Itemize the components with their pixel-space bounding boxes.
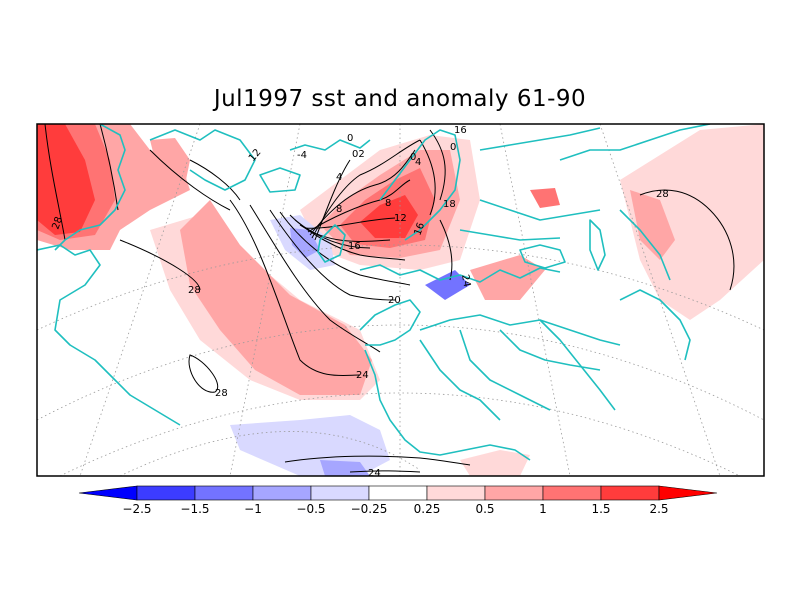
coast-borders-4 — [479, 199, 601, 221]
colorbar-label: −1.5 — [180, 502, 209, 516]
coast-russia-north — [479, 127, 601, 151]
colorbar-label: −1 — [244, 502, 262, 516]
colorbar-min-arrow — [78, 485, 138, 501]
colorbar-label: 0.5 — [475, 502, 494, 516]
anomaly-south-cold — [230, 415, 390, 476]
colorbar-label: −2.5 — [122, 502, 151, 516]
colorbar-label: −0.5 — [296, 502, 325, 516]
coast-europe — [359, 264, 561, 283]
contour-label: 8 — [385, 198, 391, 209]
contour-label: 28 — [50, 215, 65, 231]
anomaly-east-0.25 — [620, 124, 764, 320]
anomaly-atlantic-0.5 — [180, 200, 372, 395]
colorbar-bin — [426, 485, 486, 501]
contour-label: 12 — [247, 147, 264, 164]
coast-asia — [559, 124, 711, 161]
colorbar-bin — [600, 485, 660, 501]
colorbar: −2.5 −1.5 −1 −0.5 −0.25 0.25 0.5 1 1.5 2.5 — [78, 485, 718, 516]
anomaly-cold-iberia-core — [290, 228, 320, 258]
colorbar-bin — [252, 485, 312, 501]
contour-label: 16 — [454, 125, 467, 136]
colorbar-bin — [194, 485, 254, 501]
coast-iberia — [359, 299, 421, 346]
coast-med — [419, 314, 621, 346]
contour-label: -4 — [297, 150, 307, 161]
coast-arctic-ice — [289, 139, 371, 151]
coast-arabia — [619, 289, 691, 361]
anomaly-shading — [37, 124, 764, 476]
contour-label: 20 — [388, 295, 401, 306]
contour-labels: 28 28 28 28 24 24 24 20 16 16 12 12 8 8 … — [50, 125, 669, 479]
coast-scandinavia — [379, 129, 461, 241]
anomaly-greenland-1.5 — [37, 124, 95, 235]
contour-label: 0 — [410, 152, 416, 163]
coast-red-sea — [539, 319, 616, 411]
anomaly-northsea-1.5 — [360, 195, 418, 238]
colorbar-label: −0.25 — [351, 502, 388, 516]
contour-label: 18 — [443, 199, 456, 210]
coast-arctic-islands — [149, 129, 256, 191]
contour-label: 16 — [348, 241, 361, 252]
map-area: 28 28 28 28 24 24 24 20 16 16 12 12 8 8 … — [37, 124, 764, 479]
contour-label: 24 — [368, 468, 381, 479]
contour-label: 4 — [336, 172, 342, 183]
sst-contours — [44, 124, 735, 473]
coast-borders-5 — [459, 229, 561, 241]
colorbar-label: 1 — [539, 502, 547, 516]
coast-borders-6 — [619, 209, 671, 281]
coast-canada — [37, 244, 181, 426]
anomaly-baffin — [150, 138, 190, 185]
contour-label: 12 — [394, 213, 407, 224]
anomaly-south-warm — [460, 450, 530, 476]
coast-iceland — [259, 167, 301, 193]
coast-caspian — [589, 219, 606, 271]
anomaly-east-0.5 — [630, 190, 675, 260]
contour-label: 28 — [215, 388, 228, 399]
coast-britain — [317, 224, 346, 263]
coastlines — [37, 124, 711, 461]
contour-label: 4 — [415, 157, 421, 168]
contour-label: 16 — [412, 221, 427, 237]
contour-label: 24 — [459, 274, 472, 288]
colorbar-label: 2.5 — [649, 502, 668, 516]
colorbar-bin — [136, 485, 196, 501]
colorbar-label: 0.25 — [414, 502, 441, 516]
coast-borders-3 — [499, 329, 601, 371]
map-frame — [36, 123, 765, 477]
colorbar-bin — [542, 485, 602, 501]
coast-greenland — [54, 124, 126, 251]
coast-borders-2 — [459, 329, 551, 411]
coast-africa — [364, 349, 531, 461]
anomaly-med-cold — [425, 270, 470, 300]
colorbar-label: 1.5 — [591, 502, 610, 516]
contour-label: 02 — [352, 149, 365, 160]
contour-label: 8 — [336, 204, 342, 215]
map-title: Jul1997 sst and anomaly 61-90 — [213, 86, 587, 112]
contour-label: 28 — [656, 189, 669, 200]
anomaly-med-warm — [470, 255, 545, 300]
colorbar-max-arrow — [658, 485, 718, 501]
contour-label: 24 — [356, 370, 369, 381]
contour-label: 0 — [347, 133, 353, 144]
colorbar-bin — [310, 485, 370, 501]
coast-borders-1 — [419, 339, 501, 421]
contour-label: 0 — [450, 142, 456, 153]
coast-black-sea — [519, 244, 566, 269]
colorbar-bin — [368, 485, 428, 501]
anomaly-caspian — [530, 188, 560, 208]
colorbar-bin — [484, 485, 544, 501]
contour-label: 28 — [188, 285, 201, 296]
